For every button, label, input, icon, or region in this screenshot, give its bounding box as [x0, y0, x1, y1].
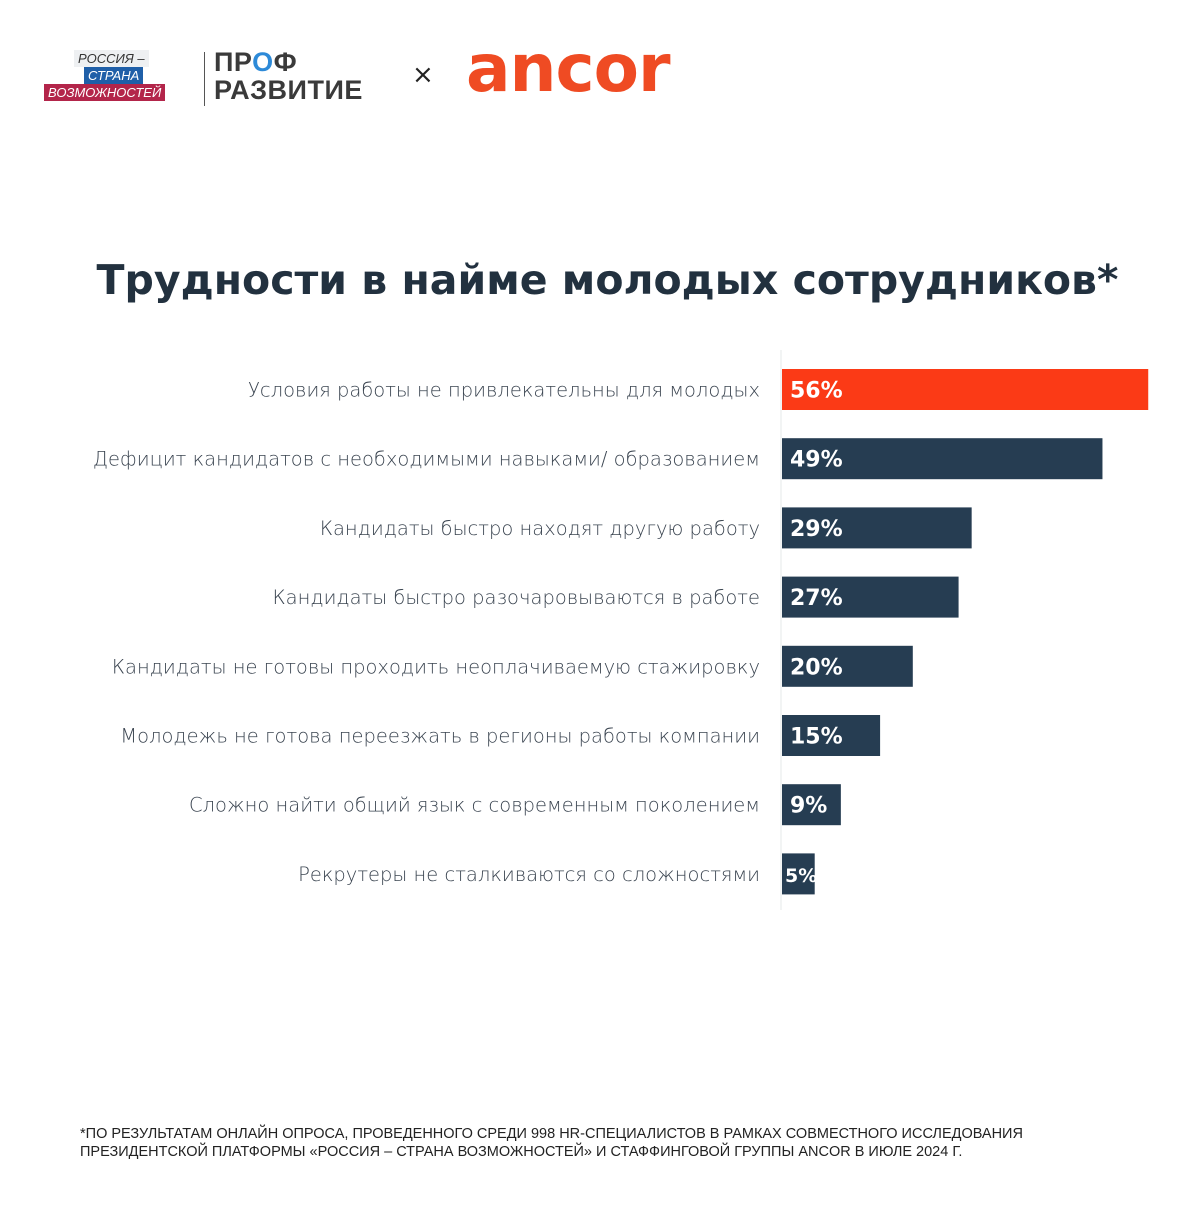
category-label: Кандидаты быстро находят другую работу — [320, 517, 760, 540]
footnote: *ПО РЕЗУЛЬТАТАМ ОНЛАЙН ОПРОСА, ПРОВЕДЕНН… — [80, 1125, 1023, 1161]
data-label: 27% — [790, 586, 843, 611]
category-label: Рекрутеры не сталкиваются со сложностями — [298, 863, 760, 886]
bar — [782, 576, 959, 618]
logos-header: РОССИЯ – СТРАНА ВОЗМОЖНОСТЕЙ ПРОФ РАЗВИТ… — [40, 30, 740, 116]
chart-title: Трудности в найме молодых сотрудников* — [96, 256, 1119, 304]
logo-text: РОССИЯ – — [74, 50, 149, 67]
category-label: Дефицит кандидатов с необходимыми навыка… — [93, 448, 760, 471]
bar — [782, 853, 815, 895]
category-label: Кандидаты не готовы проходить неоплачива… — [112, 655, 760, 678]
bar — [782, 784, 841, 826]
category-label: Сложно найти общий язык с современным по… — [189, 794, 760, 817]
logo-text: РАЗВИТИЕ — [214, 75, 363, 105]
data-label: 15% — [790, 725, 843, 750]
logo-text: Ф — [273, 47, 298, 77]
footnote-line: ПРЕЗИДЕНТСКОЙ ПЛАТФОРМЫ «РОССИЯ – СТРАНА… — [80, 1144, 963, 1160]
ancor-logo: ancor — [466, 30, 671, 107]
bar — [782, 507, 972, 549]
logo-divider — [204, 52, 205, 106]
bar — [782, 645, 913, 687]
bar — [782, 715, 881, 756]
category-label: Молодежь не готова переезжать в регионы … — [120, 725, 760, 748]
footnote-line: *ПО РЕЗУЛЬТАТАМ ОНЛАЙН ОПРОСА, ПРОВЕДЕНН… — [80, 1126, 1023, 1142]
bar — [782, 438, 1103, 480]
logo-text: ВОЗМОЖНОСТЕЙ — [44, 84, 166, 101]
data-label: 29% — [790, 517, 843, 542]
data-label: 9% — [790, 794, 827, 819]
data-label: 5% — [785, 865, 817, 887]
cross-icon: × — [412, 60, 434, 90]
data-label: 56% — [790, 379, 843, 404]
category-label: Условия работы не привлекательны для мол… — [248, 379, 760, 402]
category-label: Кандидаты быстро разочаровываются в рабо… — [273, 586, 760, 609]
logo-text: СТРАНА — [84, 67, 144, 84]
prof-razvitie-logo: ПРОФ РАЗВИТИЕ — [214, 48, 363, 104]
russia-land-of-opportunity-logo: РОССИЯ – СТРАНА ВОЗМОЖНОСТЕЙ — [44, 50, 166, 101]
bar — [782, 369, 1149, 410]
data-label: 49% — [790, 448, 843, 473]
bar-chart: 56% Условия работы не привлекательны для … — [93, 350, 1149, 910]
logo-text: ПР — [214, 47, 253, 77]
logo-text: О — [252, 47, 274, 77]
data-label: 20% — [790, 655, 843, 680]
